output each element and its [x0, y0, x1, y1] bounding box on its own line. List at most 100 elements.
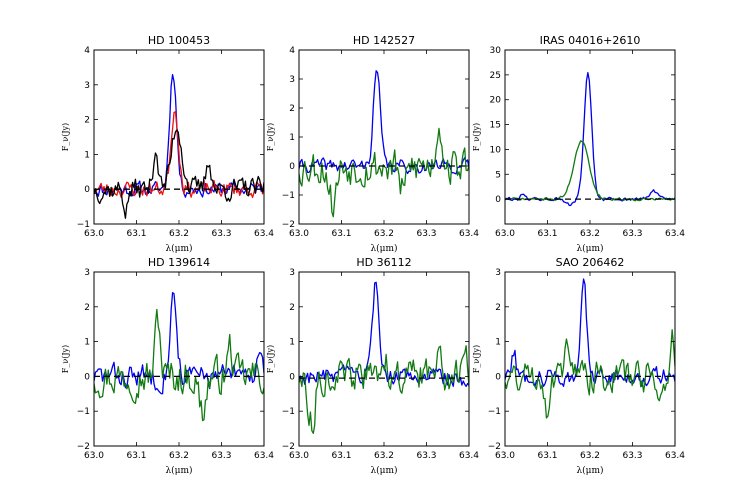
x-tick-label: 63.1: [537, 451, 557, 461]
x-axis-label: λ(μm): [165, 243, 192, 254]
panel-6: 63.0 63.1 63.2 63.3 63.4 −2 −1 0 1 2 3 SAO 206462 λ(…: [472, 256, 685, 476]
y-tick-label: 2: [84, 116, 90, 126]
series-line-green: [505, 140, 675, 202]
plot-frame: [504, 49, 676, 225]
series-line-blue: [505, 72, 675, 207]
y-tick-label: −1: [77, 220, 90, 230]
y-tick-label: 2: [289, 104, 295, 114]
y-tick-label: 1: [84, 150, 90, 160]
y-tick-label: 4: [289, 46, 295, 56]
x-tick-label: 63.2: [374, 229, 394, 239]
x-axis-label: λ(μm): [165, 465, 192, 476]
x-tick-label: 63.0: [84, 229, 104, 239]
y-tick-label: 5: [495, 170, 501, 180]
y-tick-label: 1: [289, 133, 295, 143]
series-line-green: [299, 127, 469, 218]
y-axis-label: F_ν(Jy): [61, 345, 70, 373]
x-tick-label: 63.2: [169, 451, 189, 461]
y-tick-label: 25: [490, 71, 501, 81]
panel-5: 63.0 63.1 63.2 63.3 63.4 −2 −1 0 1 2 3 HD 36112 λ(μm…: [266, 256, 479, 476]
x-axis-label: λ(μm): [370, 243, 397, 254]
y-tick-label: 30: [490, 46, 502, 56]
y-tick-label: −2: [282, 442, 295, 452]
y-tick-label: 2: [289, 303, 295, 313]
y-axis-label: F_ν(Jy): [266, 345, 275, 373]
y-tick-label: −1: [282, 191, 295, 201]
x-tick-label: 63.2: [374, 451, 394, 461]
panel-title: SAO 206462: [556, 256, 625, 269]
x-tick-label: 63.3: [211, 229, 231, 239]
y-axis-label: F_ν(Jy): [266, 123, 275, 151]
x-tick-label: 63.1: [537, 229, 557, 239]
x-tick-label: 63.2: [169, 229, 189, 239]
x-tick-label: 63.4: [254, 451, 274, 461]
y-tick-label: 3: [84, 81, 90, 91]
y-axis-label: F_ν(Jy): [61, 123, 70, 151]
plot-frame: [298, 271, 470, 447]
y-tick-label: −1: [488, 407, 501, 417]
x-tick-label: 63.0: [289, 229, 309, 239]
y-tick-label: 3: [289, 75, 295, 85]
series-line-blue: [299, 281, 469, 388]
plot-frame: [298, 49, 470, 225]
y-tick-label: 0: [84, 185, 90, 195]
y-tick-label: 10: [490, 145, 502, 155]
y-tick-label: 20: [490, 96, 502, 106]
x-tick-label: 63.3: [211, 451, 231, 461]
x-tick-label: 63.4: [665, 229, 685, 239]
x-tick-label: 63.0: [289, 451, 309, 461]
x-tick-label: 63.4: [254, 229, 274, 239]
series-line-green: [299, 345, 469, 435]
y-tick-label: 0: [495, 195, 501, 205]
x-tick-label: 63.4: [459, 451, 479, 461]
x-tick-label: 63.1: [331, 451, 351, 461]
x-tick-label: 63.3: [416, 229, 436, 239]
panel-title: HD 100453: [148, 34, 210, 47]
panel-title: IRAS 04016+2610: [540, 34, 641, 47]
y-tick-label: 0: [289, 162, 295, 172]
y-tick-label: −2: [77, 442, 90, 452]
x-tick-label: 63.4: [459, 229, 479, 239]
y-tick-label: 4: [84, 46, 90, 56]
x-tick-label: 63.2: [580, 229, 600, 239]
x-tick-label: 63.1: [126, 229, 146, 239]
y-axis-label: F_ν(Jy): [472, 123, 481, 151]
panel-4: 63.0 63.1 63.2 63.3 63.4 −2 −1 0 1 2 3 HD 139614 λ(μ…: [61, 256, 274, 476]
y-tick-label: 1: [495, 338, 501, 348]
plot-frame: [504, 271, 676, 447]
panel-2: 63.0 63.1 63.2 63.3 63.4 −2 −1 0 1 2 3 4 HD 142527 λ(…: [266, 34, 479, 254]
panel-title: HD 139614: [148, 256, 210, 269]
y-tick-label: 2: [84, 303, 90, 313]
series-line-blue: [299, 70, 469, 175]
x-axis-label: λ(μm): [576, 243, 603, 254]
y-tick-label: 0: [289, 372, 295, 382]
series-line-green: [505, 329, 675, 419]
x-tick-label: 63.3: [622, 229, 642, 239]
y-tick-label: −2: [282, 220, 295, 230]
y-tick-label: 3: [84, 268, 90, 278]
x-tick-label: 63.4: [665, 451, 685, 461]
x-tick-label: 63.0: [84, 451, 104, 461]
panel-3: 63.0 63.1 63.2 63.3 63.4 0 5 10 15 20 25 30 IRAS 040…: [472, 34, 685, 254]
y-tick-label: −1: [282, 407, 295, 417]
y-tick-label: 0: [84, 372, 90, 382]
x-axis-label: λ(μm): [576, 465, 603, 476]
y-tick-label: −1: [77, 407, 90, 417]
x-tick-label: 63.3: [416, 451, 436, 461]
x-tick-label: 63.0: [495, 229, 515, 239]
panel-title: HD 142527: [353, 34, 415, 47]
y-tick-label: −2: [488, 442, 501, 452]
y-tick-label: 0: [495, 372, 501, 382]
y-tick-label: 2: [495, 303, 501, 313]
y-axis-label: F_ν(Jy): [472, 345, 481, 373]
panel-1: 63.0 63.1 63.2 63.3 63.4 −1 0 1 2 3 4 HD 100453 λ(μm…: [61, 34, 274, 254]
x-tick-label: 63.1: [126, 451, 146, 461]
x-tick-label: 63.0: [495, 451, 515, 461]
x-tick-label: 63.3: [622, 451, 642, 461]
y-tick-label: 15: [490, 121, 501, 131]
y-tick-label: 3: [495, 268, 501, 278]
series-line-black: [94, 129, 264, 219]
panel-title: HD 36112: [356, 256, 411, 269]
x-axis-label: λ(μm): [370, 465, 397, 476]
